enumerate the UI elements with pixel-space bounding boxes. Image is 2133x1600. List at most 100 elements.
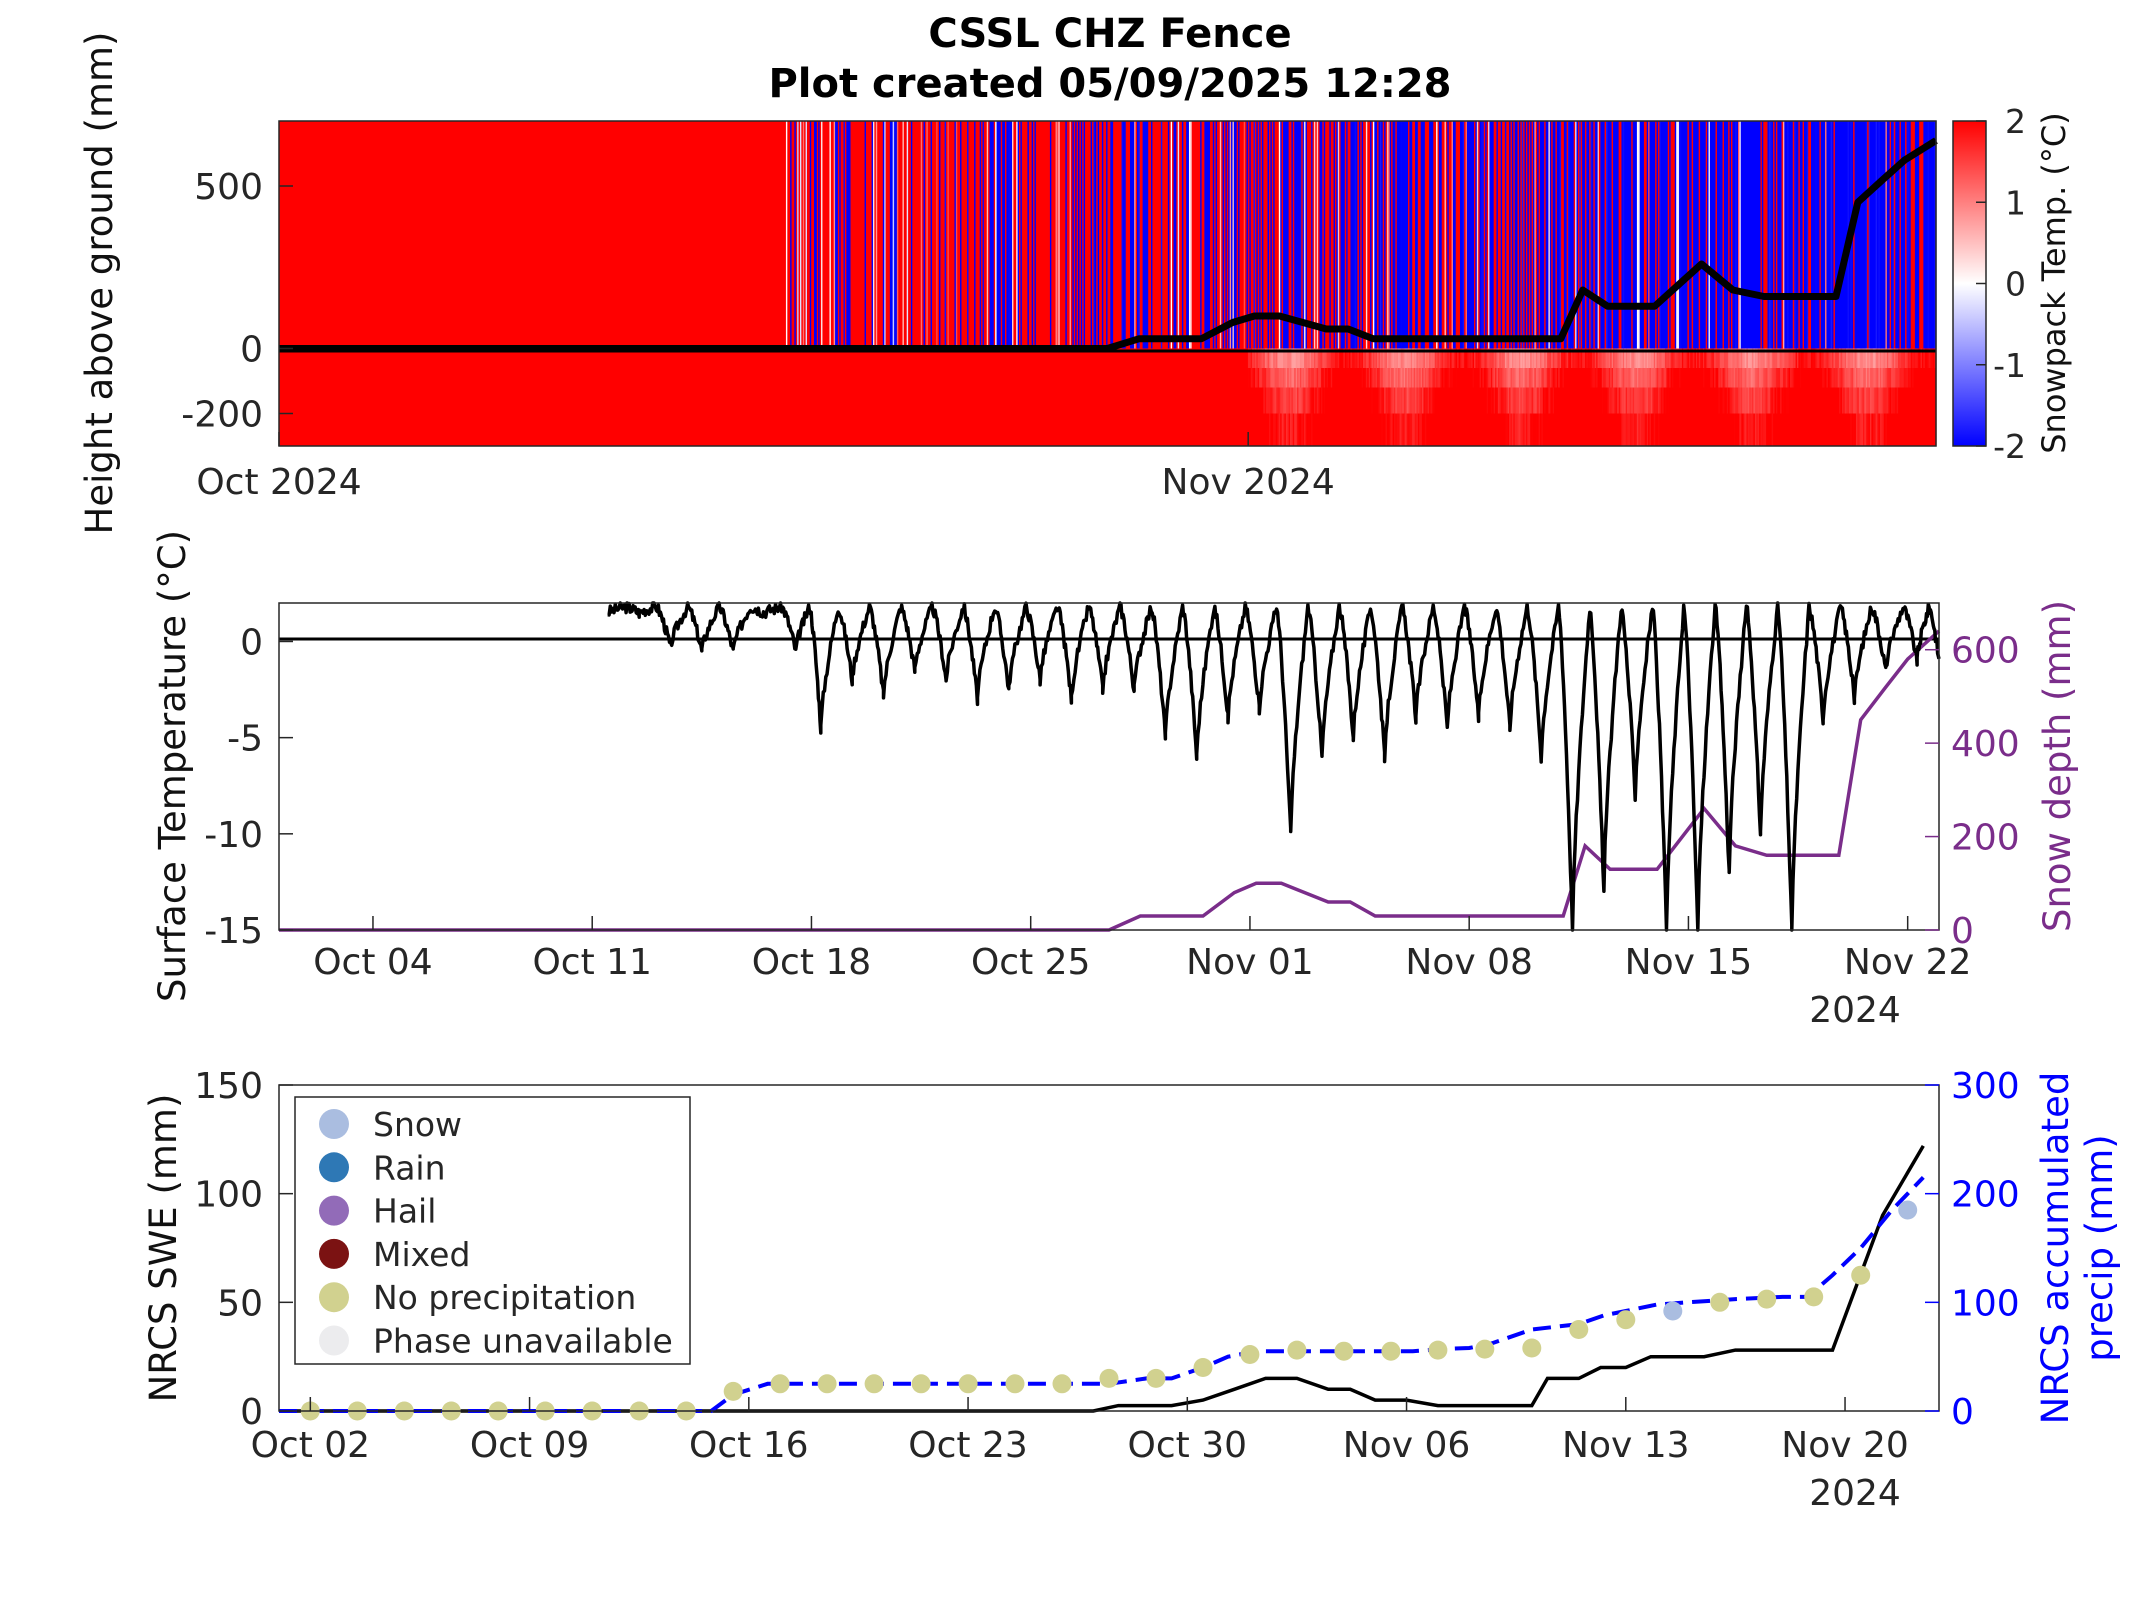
heatmap-cell	[1061, 348, 1064, 368]
heatmap-cell	[1103, 387, 1106, 414]
heatmap-cell	[676, 121, 679, 349]
heatmap-cell	[1374, 368, 1377, 388]
heatmap-cell	[502, 387, 505, 414]
heatmap-cell	[541, 121, 544, 349]
heatmap-cell	[996, 413, 999, 446]
heatmap-cell	[516, 413, 519, 446]
heatmap-cell	[1598, 413, 1601, 446]
heatmap-cell	[1422, 348, 1425, 368]
heatmap-cell	[1288, 368, 1291, 388]
heatmap-cell	[686, 387, 689, 414]
heatmap-cell	[1537, 368, 1540, 388]
heatmap-cell	[1370, 413, 1373, 446]
heatmap-cell	[802, 348, 805, 368]
heatmap-cell	[812, 413, 815, 446]
heatmap-cell	[729, 387, 732, 414]
heatmap-cell	[1412, 387, 1415, 414]
heatmap-cell	[1680, 121, 1683, 349]
heatmap-cell	[648, 387, 651, 414]
heatmap-cell	[667, 368, 670, 388]
heatmap-cell	[1152, 387, 1155, 414]
heatmap-cell	[1409, 387, 1412, 414]
heatmap-cell	[1493, 413, 1496, 446]
heatmap-cell	[1062, 387, 1065, 414]
heatmap-cell	[872, 348, 875, 368]
heatmap-cell	[1677, 121, 1680, 349]
heatmap-cell	[1325, 121, 1328, 349]
heatmap-cell	[1615, 413, 1618, 446]
heatmap-cell	[1191, 121, 1194, 349]
heatmap-cell	[1198, 121, 1201, 349]
heatmap-cell	[1548, 368, 1551, 388]
heatmap-cell	[281, 368, 284, 388]
heatmap-cell	[399, 348, 402, 368]
heatmap-cell	[974, 413, 977, 446]
heatmap-cell	[1521, 348, 1524, 368]
heatmap-cell	[1132, 121, 1135, 349]
heatmap-cell	[1516, 348, 1519, 368]
heatmap-cell	[743, 121, 746, 349]
heatmap-cell	[1045, 387, 1048, 414]
heatmap-cell	[1141, 413, 1144, 446]
heatmap-cell	[1131, 368, 1134, 388]
heatmap-cell	[821, 348, 824, 368]
heatmap-cell	[1521, 368, 1524, 388]
heatmap-cell	[809, 387, 812, 414]
heatmap-cell	[990, 348, 993, 368]
heatmap-cell	[875, 121, 878, 349]
heatmap-cell	[411, 387, 413, 414]
heatmap-cell	[656, 387, 659, 414]
heatmap-cell	[1400, 348, 1403, 368]
heatmap-cell	[601, 413, 604, 446]
heatmap-cell	[894, 368, 897, 388]
heatmap-cell	[548, 121, 551, 349]
heatmap-cell	[1170, 387, 1173, 414]
heatmap-cell	[906, 387, 909, 414]
heatmap-cell	[1238, 121, 1241, 349]
heatmap-cell	[332, 121, 335, 349]
heatmap-cell	[1336, 387, 1339, 414]
heatmap-cell	[308, 413, 311, 446]
heatmap-cell	[1365, 348, 1368, 368]
heatmap-cell	[910, 387, 913, 414]
heatmap-cell	[300, 368, 303, 388]
heatmap-cell	[585, 121, 588, 349]
heatmap-cell	[367, 368, 370, 388]
heatmap-cell	[1099, 368, 1102, 388]
heatmap-cell	[847, 368, 850, 388]
heatmap-cell	[1155, 368, 1158, 388]
heatmap-cell	[1063, 387, 1066, 414]
heatmap-cell	[380, 121, 383, 349]
heatmap-cell	[983, 413, 986, 446]
heatmap-cell	[1545, 121, 1548, 349]
heatmap-cell	[346, 368, 349, 388]
heatmap-cell	[700, 121, 703, 349]
heatmap-cell	[592, 121, 595, 349]
heatmap-cell	[652, 368, 655, 388]
heatmap-cell	[392, 348, 395, 368]
heatmap-cell	[451, 368, 454, 388]
heatmap-cell	[1475, 348, 1478, 368]
heatmap-cell	[1038, 368, 1041, 388]
heatmap-cell	[733, 387, 736, 414]
heatmap-cell	[1027, 387, 1030, 414]
heatmap-cell	[1014, 368, 1017, 388]
heatmap-cell	[568, 121, 571, 349]
heatmap-cell	[614, 387, 617, 414]
heatmap-cell	[674, 121, 677, 349]
heatmap-cell	[1274, 368, 1277, 388]
heatmap-cell	[637, 387, 640, 414]
heatmap-cell	[990, 413, 993, 446]
heatmap-cell	[1078, 348, 1081, 368]
heatmap-cell	[808, 348, 811, 368]
heatmap-cell	[909, 348, 912, 368]
heatmap-cell	[1680, 413, 1683, 446]
heatmap-cell	[1615, 387, 1618, 414]
heatmap-cell	[1438, 368, 1441, 388]
heatmap-cell	[457, 387, 460, 414]
heatmap-cell	[461, 121, 464, 349]
heatmap-cell	[1440, 121, 1443, 349]
heatmap-cell	[1386, 387, 1389, 414]
heatmap-cell	[1607, 348, 1610, 368]
heatmap-cell	[500, 368, 503, 388]
